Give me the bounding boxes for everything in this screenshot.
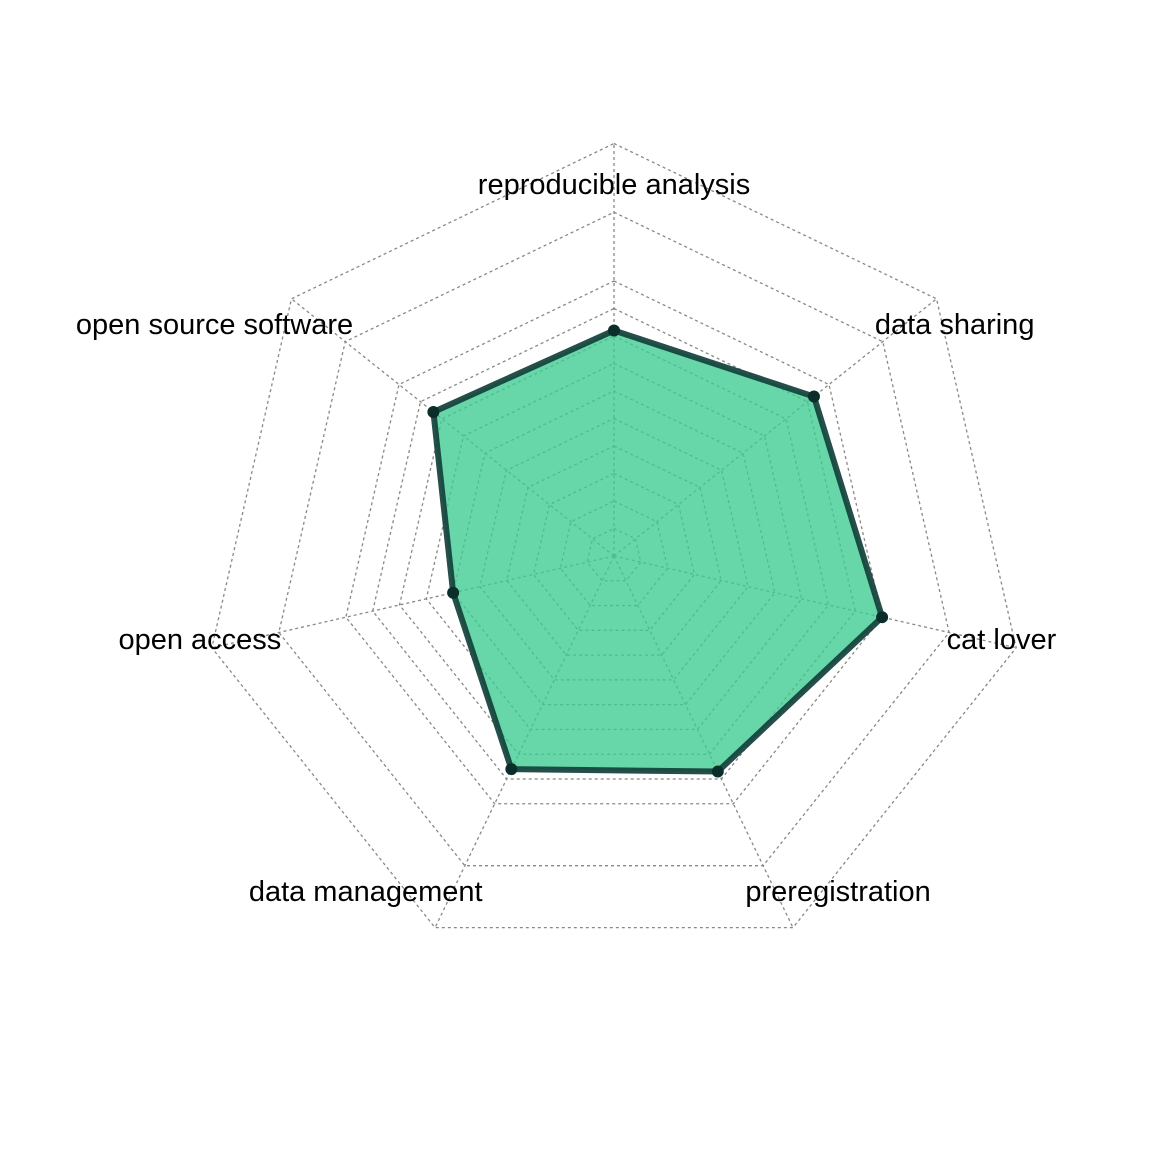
axis-label-open-source-software: open source software — [76, 309, 353, 341]
grid-ring-11 — [278, 211, 950, 867]
axis-label-cat-lover: cat lover — [947, 624, 1057, 656]
data-point-preregistration — [711, 765, 724, 778]
axis-label-layer: reproducible analysis data sharing cat lov… — [76, 169, 1057, 908]
series-layer — [427, 324, 889, 778]
data-point-data-sharing — [807, 390, 820, 403]
axis-label-open-access: open access — [118, 624, 281, 656]
axis-label-data-sharing: data sharing — [875, 309, 1035, 341]
series-area-1 — [430, 327, 886, 775]
data-point-cat-lover — [876, 611, 889, 624]
grid-ring-10 — [345, 280, 883, 805]
data-point-reproducible-analysis — [608, 324, 620, 337]
data-point-open-access — [447, 586, 460, 599]
grid-ring-12 — [211, 142, 1017, 929]
axis-label-reproducible-analysis: reproducible analysis — [478, 169, 750, 201]
axis-label-preregistration: preregistration — [745, 876, 930, 908]
axis-label-data-management: data management — [249, 876, 483, 908]
grid-ring-9 — [372, 307, 856, 780]
data-point-data-management — [505, 763, 518, 776]
data-point-open-source-software — [427, 405, 440, 418]
